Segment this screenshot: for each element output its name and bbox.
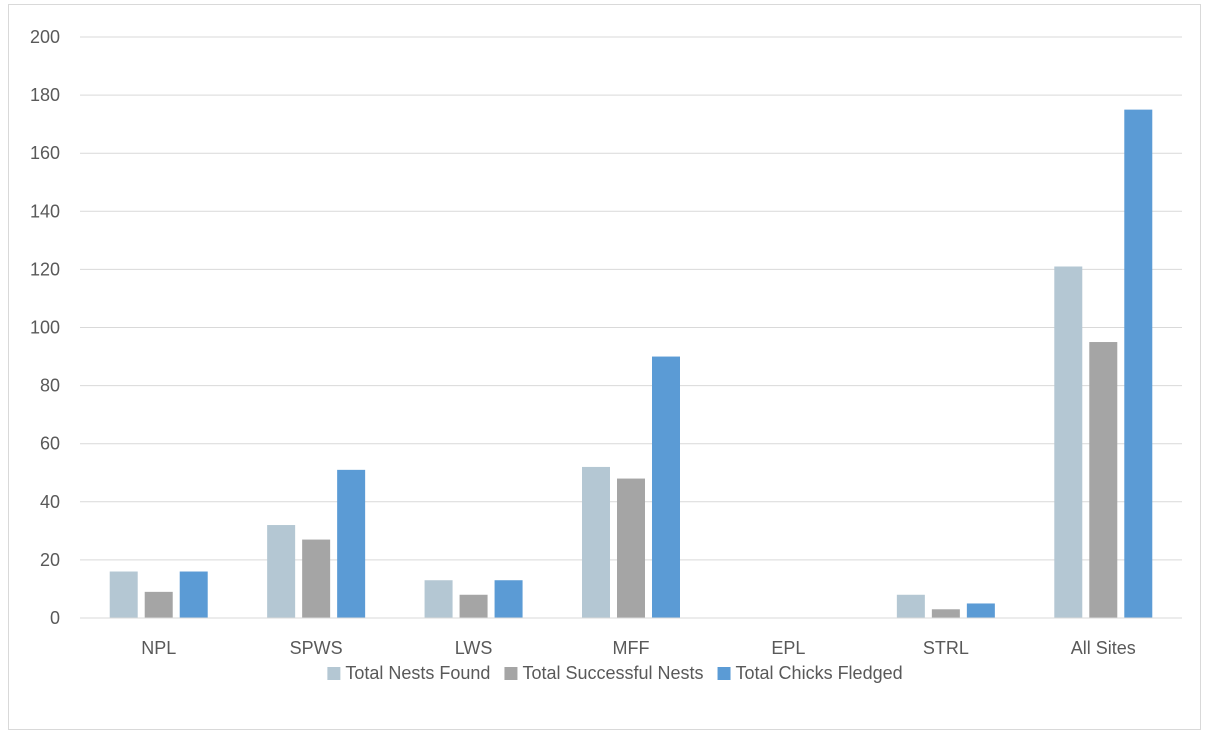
bars — [109, 109, 1153, 618]
bar-strl-series-1 — [896, 594, 925, 618]
legend-label-3: Total Chicks Fledged — [736, 663, 903, 683]
x-tick-label-strl: STRL — [923, 638, 969, 658]
legend: Total Nests Found Total Successful Nests T… — [327, 663, 903, 683]
bar-strl-series-2 — [931, 609, 960, 618]
x-tick-label-spws: SPWS — [290, 638, 343, 658]
bar-strl-series-3 — [966, 603, 995, 618]
bar-lws-series-3 — [494, 580, 523, 618]
x-tick-label-epl: EPL — [771, 638, 805, 658]
legend-swatch-2 — [504, 667, 518, 680]
bar-mff-series-1 — [582, 466, 610, 618]
bar-mff-series-2 — [617, 478, 645, 618]
y-tick-label-120: 120 — [30, 259, 60, 279]
y-tick-label-20: 20 — [40, 550, 60, 570]
y-tick-label-80: 80 — [40, 376, 60, 396]
legend-item-1: Total Nests Found — [327, 663, 490, 683]
y-tick-label-0: 0 — [50, 608, 60, 628]
bar-all-sites-series-2 — [1089, 342, 1118, 618]
bar-all-sites-series-3 — [1124, 109, 1153, 618]
y-tick-label-140: 140 — [30, 201, 60, 221]
x-tick-label-all-sites: All Sites — [1071, 638, 1136, 658]
y-tick-label-60: 60 — [40, 434, 60, 454]
x-axis-categories: NPL SPWS LWS MFF EPL STRL All Sites — [141, 638, 1136, 658]
bar-spws-series-3 — [337, 469, 366, 618]
x-tick-label-mff: MFF — [613, 638, 650, 658]
bar-mff-series-3 — [652, 356, 680, 618]
y-tick-label-40: 40 — [40, 492, 60, 512]
legend-label-1: Total Nests Found — [345, 663, 490, 683]
bar-npl-series-3 — [179, 571, 208, 618]
bar-lws-series-2 — [459, 594, 488, 618]
y-tick-label-160: 160 — [30, 143, 60, 163]
x-tick-label-lws: LWS — [455, 638, 493, 658]
bar-spws-series-2 — [302, 539, 331, 618]
bar-spws-series-1 — [267, 525, 296, 618]
bar-all-sites-series-1 — [1054, 266, 1083, 618]
legend-label-2: Total Successful Nests — [522, 663, 703, 683]
bar-lws-series-1 — [424, 580, 453, 618]
gridlines — [80, 36, 1182, 561]
x-tick-label-npl: NPL — [141, 638, 176, 658]
y-tick-label-100: 100 — [30, 318, 60, 338]
bar-npl-series-2 — [144, 591, 173, 618]
bar-npl-series-1 — [109, 571, 138, 618]
legend-swatch-3 — [717, 667, 731, 680]
y-axis-ticks: 0 20 40 60 80 100 120 140 160 180 200 — [30, 27, 60, 628]
legend-item-3: Total Chicks Fledged — [717, 663, 903, 683]
legend-swatch-1 — [327, 667, 341, 680]
y-tick-label-200: 200 — [30, 27, 60, 47]
y-tick-label-180: 180 — [30, 85, 60, 105]
legend-item-2: Total Successful Nests — [504, 663, 704, 683]
